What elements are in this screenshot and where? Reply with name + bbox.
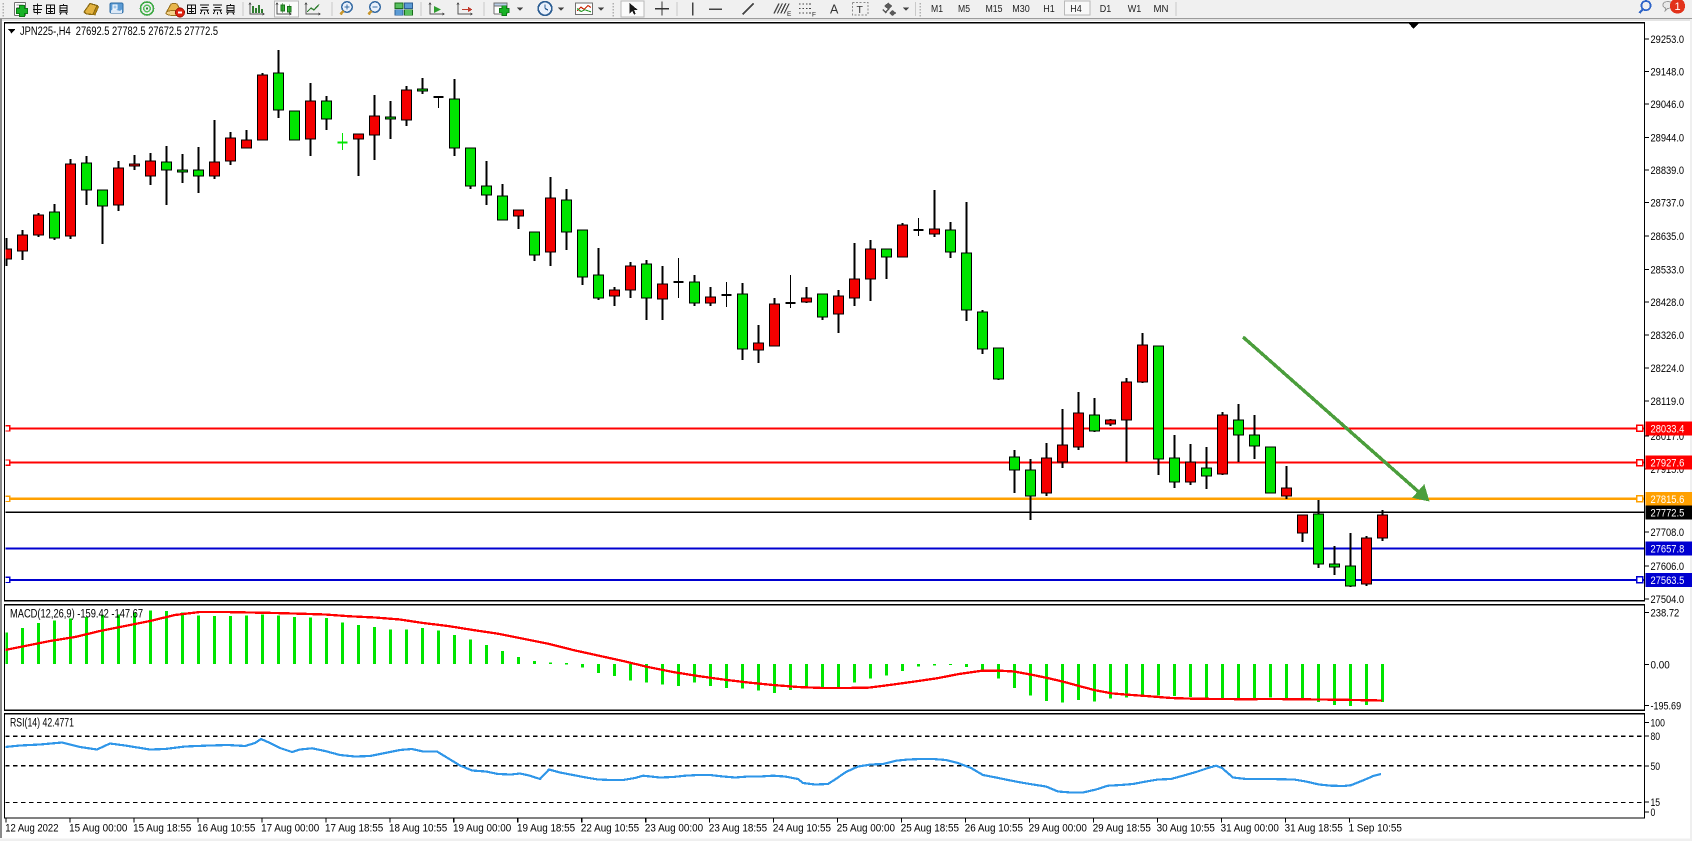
svg-text:E: E <box>787 11 792 18</box>
svg-text:27563.5: 27563.5 <box>1651 575 1685 587</box>
svg-text:M5: M5 <box>958 4 970 15</box>
svg-text:27815.6: 27815.6 <box>1651 494 1685 506</box>
svg-text:28839.0: 28839.0 <box>1651 165 1685 177</box>
svg-text:28944.0: 28944.0 <box>1651 133 1685 145</box>
svg-text:28533.0: 28533.0 <box>1651 265 1685 277</box>
svg-text:31 Aug 18:55: 31 Aug 18:55 <box>1285 823 1343 835</box>
svg-text:238.72: 238.72 <box>1651 608 1680 620</box>
svg-text:28033.4: 28033.4 <box>1651 423 1685 435</box>
svg-text:25 Aug 00:00: 25 Aug 00:00 <box>837 823 895 835</box>
svg-text:27657.8: 27657.8 <box>1651 544 1685 556</box>
svg-text:19 Aug 18:55: 19 Aug 18:55 <box>517 823 575 835</box>
svg-text:27606.0: 27606.0 <box>1651 561 1685 573</box>
svg-text:RSI(14) 42.4771: RSI(14) 42.4771 <box>10 718 74 730</box>
svg-text:29 Aug 18:55: 29 Aug 18:55 <box>1093 823 1151 835</box>
svg-text:29148.0: 29148.0 <box>1651 67 1685 79</box>
svg-text:W1: W1 <box>1128 4 1142 15</box>
svg-text:28119.0: 28119.0 <box>1651 396 1685 408</box>
svg-text:27927.6: 27927.6 <box>1651 458 1685 470</box>
svg-text:26 Aug 10:55: 26 Aug 10:55 <box>965 823 1023 835</box>
svg-text:18 Aug 10:55: 18 Aug 10:55 <box>389 823 447 835</box>
svg-text:27708.0: 27708.0 <box>1651 527 1685 539</box>
svg-text:19 Aug 00:00: 19 Aug 00:00 <box>453 823 511 835</box>
svg-text:16 Aug 10:55: 16 Aug 10:55 <box>197 823 255 835</box>
svg-text:-195.69: -195.69 <box>1651 701 1682 713</box>
svg-text:H4: H4 <box>1070 4 1082 15</box>
svg-text:29046.0: 29046.0 <box>1651 99 1685 111</box>
svg-text:1 Sep 10:55: 1 Sep 10:55 <box>1349 823 1402 835</box>
svg-text:22 Aug 10:55: 22 Aug 10:55 <box>581 823 639 835</box>
svg-text:15: 15 <box>1651 797 1661 809</box>
svg-text:A: A <box>830 3 839 17</box>
svg-text:15 Aug 00:00: 15 Aug 00:00 <box>69 823 127 835</box>
svg-text:27772.5: 27772.5 <box>1651 507 1685 519</box>
svg-text:29253.0: 29253.0 <box>1651 34 1685 46</box>
svg-text:80: 80 <box>1651 731 1661 743</box>
svg-text:MACD(12,26,9) -159.42 -147.67: MACD(12,26,9) -159.42 -147.67 <box>10 609 143 621</box>
svg-text:T: T <box>857 4 864 16</box>
svg-text:15 Aug 18:55: 15 Aug 18:55 <box>133 823 191 835</box>
svg-text:24 Aug 10:55: 24 Aug 10:55 <box>773 823 831 835</box>
svg-text:25 Aug 18:55: 25 Aug 18:55 <box>901 823 959 835</box>
svg-text:H1: H1 <box>1043 4 1055 15</box>
svg-text:M1: M1 <box>931 4 943 15</box>
svg-text:1: 1 <box>1674 1 1680 13</box>
svg-text:0: 0 <box>1651 807 1656 819</box>
svg-text:31 Aug 00:00: 31 Aug 00:00 <box>1221 823 1279 835</box>
svg-text:28737.0: 28737.0 <box>1651 198 1685 210</box>
svg-text:17 Aug 00:00: 17 Aug 00:00 <box>261 823 319 835</box>
svg-text:100: 100 <box>1651 718 1665 730</box>
svg-text:MN: MN <box>1154 4 1169 15</box>
svg-text:JPN225-,H4 27692.5 27782.5 27: JPN225-,H4 27692.5 27782.5 27672.5 27772… <box>20 26 218 38</box>
svg-text:28224.0: 28224.0 <box>1651 363 1685 375</box>
svg-text:0.00: 0.00 <box>1651 660 1670 672</box>
svg-text:12 Aug 2022: 12 Aug 2022 <box>5 823 58 835</box>
svg-text:M15: M15 <box>986 4 1003 15</box>
svg-text:28428.0: 28428.0 <box>1651 297 1685 309</box>
svg-text:23 Aug 18:55: 23 Aug 18:55 <box>709 823 767 835</box>
svg-text:D1: D1 <box>1100 4 1112 15</box>
svg-text:30 Aug 10:55: 30 Aug 10:55 <box>1157 823 1215 835</box>
svg-text:27504.0: 27504.0 <box>1651 594 1685 606</box>
svg-text:M30: M30 <box>1012 4 1030 15</box>
svg-text:28326.0: 28326.0 <box>1651 330 1685 342</box>
svg-text:50: 50 <box>1651 761 1661 773</box>
svg-text:F: F <box>812 12 816 19</box>
svg-text:29 Aug 00:00: 29 Aug 00:00 <box>1029 823 1087 835</box>
svg-text:17 Aug 18:55: 17 Aug 18:55 <box>325 823 383 835</box>
svg-text:28635.0: 28635.0 <box>1651 231 1685 243</box>
svg-text:23 Aug 00:00: 23 Aug 00:00 <box>645 823 703 835</box>
